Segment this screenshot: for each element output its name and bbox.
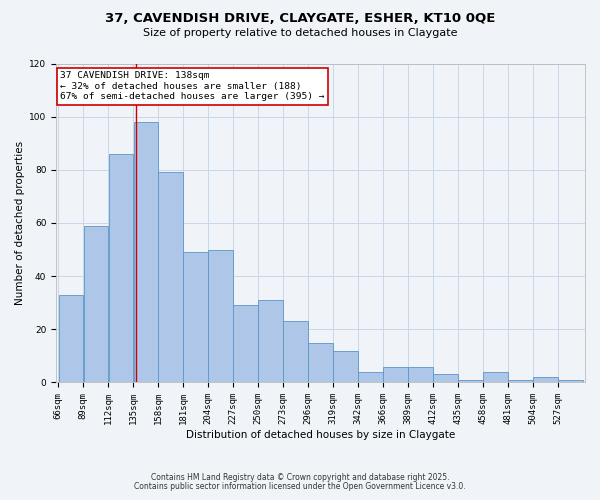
- Bar: [283, 322, 308, 382]
- Text: 37, CAVENDISH DRIVE, CLAYGATE, ESHER, KT10 0QE: 37, CAVENDISH DRIVE, CLAYGATE, ESHER, KT…: [105, 12, 495, 26]
- Bar: [158, 172, 183, 382]
- Text: 37 CAVENDISH DRIVE: 138sqm
← 32% of detached houses are smaller (188)
67% of sem: 37 CAVENDISH DRIVE: 138sqm ← 32% of deta…: [61, 72, 325, 102]
- X-axis label: Distribution of detached houses by size in Claygate: Distribution of detached houses by size …: [186, 430, 455, 440]
- Bar: [458, 380, 482, 382]
- Bar: [308, 342, 333, 382]
- Bar: [558, 380, 583, 382]
- Bar: [208, 250, 233, 382]
- Text: Size of property relative to detached houses in Claygate: Size of property relative to detached ho…: [143, 28, 457, 38]
- Bar: [134, 122, 158, 382]
- Bar: [433, 374, 458, 382]
- Bar: [184, 252, 208, 382]
- Bar: [259, 300, 283, 382]
- Bar: [483, 372, 508, 382]
- Bar: [334, 350, 358, 382]
- Bar: [383, 366, 408, 382]
- Bar: [109, 154, 133, 382]
- Bar: [408, 366, 433, 382]
- Bar: [59, 295, 83, 382]
- Bar: [83, 226, 108, 382]
- Y-axis label: Number of detached properties: Number of detached properties: [15, 141, 25, 305]
- Bar: [533, 377, 557, 382]
- Bar: [358, 372, 383, 382]
- Text: Contains public sector information licensed under the Open Government Licence v3: Contains public sector information licen…: [134, 482, 466, 491]
- Bar: [233, 306, 258, 382]
- Bar: [508, 380, 533, 382]
- Text: Contains HM Land Registry data © Crown copyright and database right 2025.: Contains HM Land Registry data © Crown c…: [151, 474, 449, 482]
